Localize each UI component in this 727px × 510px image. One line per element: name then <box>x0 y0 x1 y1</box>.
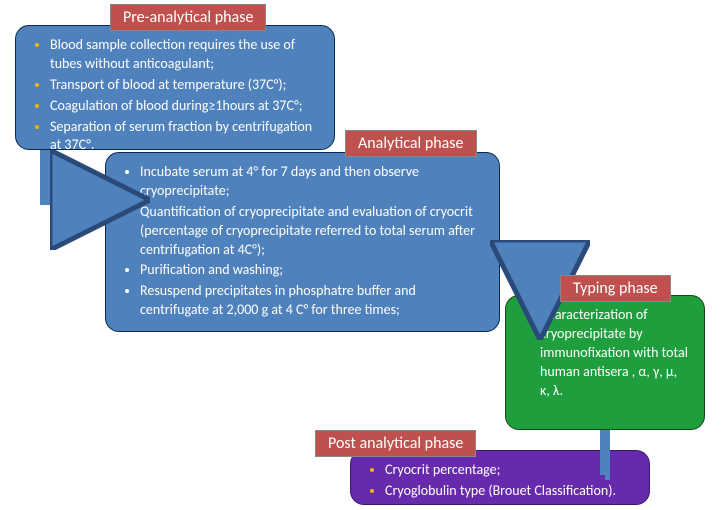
phase-label-pre: Pre-analytical phase <box>110 4 266 31</box>
list-item: Transport of blood at temperature (37C°)… <box>50 76 320 95</box>
analytical-box: Incubate serum at 4° for 7 days and then… <box>105 152 500 332</box>
list-item: Resuspend precipitates in phosphatre buf… <box>140 282 485 320</box>
list-item: Purification and washing; <box>140 261 485 280</box>
pre-analytical-list: Blood sample collection requires the use… <box>30 36 320 155</box>
list-item: Coagulation of blood during≥1hours at 37… <box>50 97 320 116</box>
list-item: Blood sample collection requires the use… <box>50 36 320 74</box>
list-item: Cryoglobulin type (Brouet Classification… <box>385 482 635 501</box>
phase-label-typing: Typing phase <box>560 275 671 302</box>
list-item: Separation of serum fraction by centrifu… <box>50 118 320 156</box>
list-item: Cryocrit percentage; <box>385 461 635 480</box>
pre-analytical-box: Blood sample collection requires the use… <box>15 25 335 150</box>
post-analytical-box: Cryocrit percentage; Cryoglobulin type (… <box>350 450 650 505</box>
analytical-list: Incubate serum at 4° for 7 days and then… <box>120 163 485 320</box>
typing-box: Characterization of cryoprecipitate by i… <box>505 295 705 430</box>
list-item: Characterization of cryoprecipitate by i… <box>540 306 690 400</box>
post-analytical-list: Cryocrit percentage; Cryoglobulin type (… <box>365 461 635 501</box>
phase-label-analytical: Analytical phase <box>345 130 477 157</box>
list-item: Quantification of cryoprecipitate and ev… <box>140 203 485 260</box>
list-item: Incubate serum at 4° for 7 days and then… <box>140 163 485 201</box>
typing-list: Characterization of cryoprecipitate by i… <box>520 306 690 400</box>
phase-label-post: Post analytical phase <box>315 430 476 457</box>
